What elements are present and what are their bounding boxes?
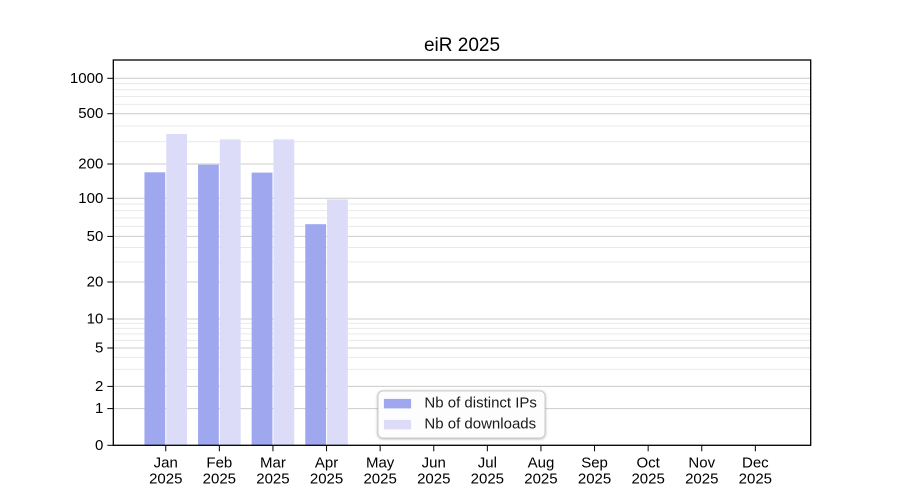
svg-text:Jan: Jan: [154, 454, 178, 471]
svg-text:2025: 2025: [310, 470, 343, 487]
svg-text:2025: 2025: [363, 470, 396, 487]
svg-text:2: 2: [95, 378, 103, 395]
svg-text:2025: 2025: [524, 470, 557, 487]
svg-text:500: 500: [78, 105, 103, 122]
svg-text:Oct: Oct: [636, 454, 660, 471]
svg-text:20: 20: [87, 274, 104, 291]
svg-text:Aug: Aug: [528, 454, 555, 471]
svg-text:Nov: Nov: [688, 454, 715, 471]
svg-text:50: 50: [87, 228, 104, 245]
svg-text:Dec: Dec: [742, 454, 769, 471]
svg-text:2025: 2025: [149, 470, 182, 487]
svg-text:0: 0: [95, 437, 103, 454]
svg-text:May: May: [366, 454, 395, 471]
svg-text:Feb: Feb: [206, 454, 232, 471]
svg-text:200: 200: [78, 156, 103, 173]
svg-text:100: 100: [78, 190, 103, 207]
svg-text:eiR 2025: eiR 2025: [424, 35, 500, 56]
svg-text:2025: 2025: [471, 470, 504, 487]
svg-text:Nb of distinct IPs: Nb of distinct IPs: [424, 395, 537, 412]
svg-text:1000: 1000: [70, 70, 103, 87]
svg-text:Sep: Sep: [581, 454, 608, 471]
svg-text:Jun: Jun: [422, 454, 446, 471]
svg-text:2025: 2025: [578, 470, 611, 487]
svg-text:Nb of downloads: Nb of downloads: [424, 416, 536, 433]
svg-text:5: 5: [95, 340, 103, 357]
svg-text:10: 10: [87, 311, 104, 328]
svg-text:Apr: Apr: [315, 454, 338, 471]
svg-text:Mar: Mar: [260, 454, 286, 471]
svg-text:2025: 2025: [631, 470, 664, 487]
svg-text:2025: 2025: [685, 470, 718, 487]
svg-text:Jul: Jul: [478, 454, 497, 471]
svg-text:2025: 2025: [739, 470, 772, 487]
svg-text:2025: 2025: [256, 470, 289, 487]
svg-text:2025: 2025: [203, 470, 236, 487]
svg-text:2025: 2025: [417, 470, 450, 487]
svg-text:1: 1: [95, 400, 103, 417]
